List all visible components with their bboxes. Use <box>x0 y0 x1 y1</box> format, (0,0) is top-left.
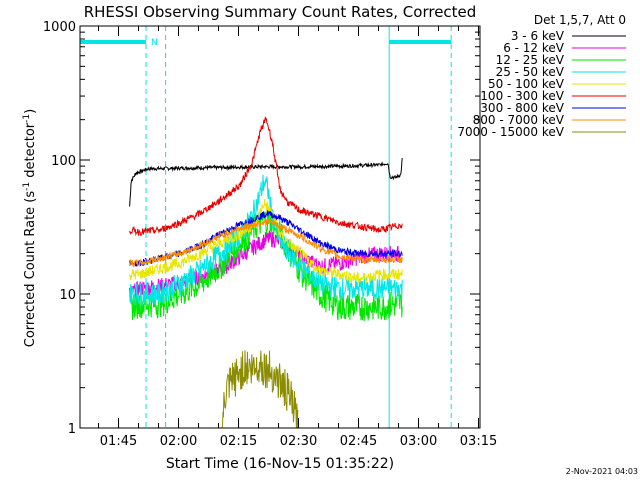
x-tick-label: 02:15 <box>220 434 257 449</box>
series-group <box>129 208 403 322</box>
x-tick-label: 02:30 <box>280 434 317 449</box>
y-axis-label-sup1: -1 <box>22 182 32 191</box>
legend-label: 50 - 100 keV <box>488 77 565 91</box>
legend-label: 300 - 800 keV <box>480 101 564 115</box>
y-axis-label-sup2: -1 <box>22 114 32 123</box>
legend-label: 12 - 25 keV <box>496 53 565 67</box>
series-line <box>129 208 403 322</box>
x-tick-label: 02:00 <box>160 434 197 449</box>
series-group <box>129 116 403 237</box>
legend-label: 25 - 50 keV <box>496 65 565 79</box>
axes: 01:45 02:00 02:15 02:30 02:45 03:00 03:15 1 10 10… <box>43 20 497 449</box>
series-line <box>129 199 403 284</box>
x-axis-label: Start Time (16-Nov-15 01:35:22) <box>166 456 394 472</box>
legend-label: 100 - 300 keV <box>480 89 564 103</box>
generated-timestamp: 2-Nov-2021 04:03 <box>566 467 638 476</box>
series-group <box>129 158 403 207</box>
series-group <box>129 174 403 308</box>
series-group <box>129 218 403 267</box>
y-tick-label: 10 <box>59 288 76 303</box>
x-tick-label: 03:00 <box>400 434 437 449</box>
series-line <box>129 174 403 308</box>
y-tick-label: 1000 <box>43 20 76 35</box>
y-axis-label: Corrected Count Rate (s-1 detector-1) <box>22 109 38 347</box>
legend-label: 7000 - 15000 keV <box>457 125 564 139</box>
series-line <box>129 158 403 207</box>
plot-area: N <box>79 26 452 429</box>
y-axis-label-main: Corrected Count Rate (s <box>23 191 38 348</box>
x-tick-label: 03:15 <box>460 434 497 449</box>
chart-title: RHESSI Observing Summary Count Rates, Co… <box>84 3 477 21</box>
legend-label: 3 - 6 keV <box>511 29 565 43</box>
legend-label: 6 - 12 keV <box>503 41 565 55</box>
legend-header: Det 1,5,7, Att 0 <box>534 13 626 27</box>
series-group <box>221 350 299 429</box>
series-group <box>129 199 403 284</box>
y-axis-label-end: ) <box>23 109 38 114</box>
y-tick-label: 1 <box>68 422 76 437</box>
series-line <box>129 116 403 237</box>
series-line <box>221 350 299 429</box>
series-line <box>129 218 403 267</box>
y-tick-label: 100 <box>51 154 76 169</box>
y-axis-label-mid: detector <box>23 122 38 182</box>
legend-label: 800 - 7000 keV <box>473 113 565 127</box>
x-tick-label: 01:45 <box>100 434 137 449</box>
night-flag-label: N <box>151 38 158 48</box>
x-tick-label: 02:45 <box>340 434 377 449</box>
plot-frame <box>79 25 481 429</box>
